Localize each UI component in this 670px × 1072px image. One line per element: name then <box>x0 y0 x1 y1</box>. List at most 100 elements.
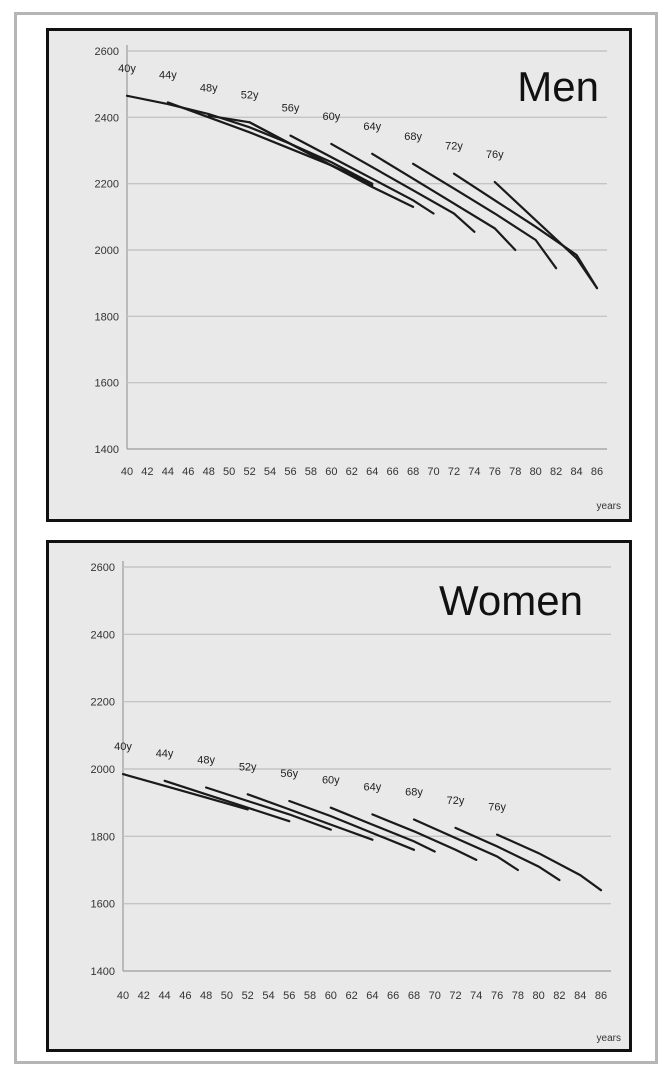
x-tick-label: 60 <box>325 990 337 1002</box>
y-tick-label: 1800 <box>91 831 115 843</box>
x-tick-label: 42 <box>138 990 150 1002</box>
x-tick-label: 48 <box>200 990 212 1002</box>
x-tick-label: 72 <box>448 466 460 478</box>
x-tick-label: 40 <box>121 466 133 478</box>
x-tick-label: 62 <box>345 990 357 1002</box>
x-tick-label: 68 <box>407 466 419 478</box>
x-tick-label: 64 <box>366 466 378 478</box>
x-tick-label: 42 <box>141 466 153 478</box>
series-label-56y: 56y <box>282 103 300 115</box>
y-tick-label: 2200 <box>95 179 119 191</box>
x-tick-label: 68 <box>408 990 420 1002</box>
women-line-chart: 1400 1600 1800 2000 2200 2400 2600 40 42 44 46 48 50… <box>49 543 629 1049</box>
x-tick-label: 70 <box>427 466 439 478</box>
series-label-44y: 44y <box>156 748 174 760</box>
series-label-52y: 52y <box>241 89 259 101</box>
x-axis-label: years <box>597 1033 621 1044</box>
series-label-44y: 44y <box>159 69 177 81</box>
x-tick-label: 76 <box>489 466 501 478</box>
x-tick-label: 44 <box>162 466 174 478</box>
x-tick-label: 80 <box>530 466 542 478</box>
series-line-40y <box>127 96 372 184</box>
x-tick-label: 54 <box>264 466 276 478</box>
series-label-40y: 40y <box>118 63 136 75</box>
x-axis-label: years <box>597 501 621 512</box>
x-tick-label: 86 <box>591 466 603 478</box>
x-tick-label: 66 <box>387 990 399 1002</box>
x-tick-label: 40 <box>117 990 129 1002</box>
men-chart-panel: 1400 1600 1800 2000 2200 2400 2600 40 42 44 46 48 50… <box>46 28 632 522</box>
x-tick-label: 64 <box>366 990 378 1002</box>
x-tick-label: 56 <box>284 466 296 478</box>
x-tick-label: 54 <box>262 990 274 1002</box>
series-label-68y: 68y <box>405 787 423 799</box>
y-tick-label: 1400 <box>91 966 115 978</box>
y-tick-label: 1400 <box>95 444 119 456</box>
y-tick-label: 2000 <box>95 245 119 257</box>
x-tick-label: 58 <box>304 990 316 1002</box>
y-tick-label: 2600 <box>95 46 119 58</box>
x-tick-label: 86 <box>595 990 607 1002</box>
x-tick-label: 58 <box>305 466 317 478</box>
series-line-40y <box>123 774 248 809</box>
x-tick-label: 46 <box>182 466 194 478</box>
x-tick-label: 52 <box>243 466 255 478</box>
x-tick-label: 72 <box>449 990 461 1002</box>
series-line-44y <box>165 781 290 821</box>
x-tick-label: 84 <box>570 466 582 478</box>
x-tick-label: 82 <box>550 466 562 478</box>
series-label-72y: 72y <box>445 141 463 153</box>
y-tick-label: 2000 <box>91 764 115 776</box>
chart-title: Men <box>517 63 599 110</box>
x-tick-label: 74 <box>470 990 482 1002</box>
x-tick-label: 50 <box>221 990 233 1002</box>
series-label-68y: 68y <box>404 131 422 143</box>
x-tick-label: 80 <box>533 990 545 1002</box>
y-tick-label: 2400 <box>91 629 115 641</box>
y-tick-label: 1600 <box>95 378 119 390</box>
y-tick-label: 1600 <box>91 899 115 911</box>
series-label-48y: 48y <box>200 83 218 95</box>
series-label-52y: 52y <box>239 761 257 773</box>
x-tick-label: 50 <box>223 466 235 478</box>
series-label-48y: 48y <box>197 755 215 767</box>
x-tick-label: 76 <box>491 990 503 1002</box>
series-label-76y: 76y <box>488 802 506 814</box>
x-tick-label: 62 <box>346 466 358 478</box>
women-chart-panel: 1400 1600 1800 2000 2200 2400 2600 40 42 44 46 48 50… <box>46 540 632 1052</box>
y-tick-label: 2400 <box>95 112 119 124</box>
y-tick-label: 1800 <box>95 311 119 323</box>
x-tick-label: 60 <box>325 466 337 478</box>
x-tick-label: 78 <box>512 990 524 1002</box>
series-line-68y <box>414 820 518 871</box>
series-label-60y: 60y <box>322 111 340 123</box>
x-tick-label: 46 <box>179 990 191 1002</box>
x-tick-label: 56 <box>283 990 295 1002</box>
series-line-64y <box>372 154 515 250</box>
series-label-64y: 64y <box>363 121 381 133</box>
x-tick-label: 84 <box>574 990 586 1002</box>
series-line-56y <box>291 136 434 214</box>
y-tick-label: 2600 <box>91 562 115 574</box>
series-line-68y <box>413 164 556 268</box>
series-line-64y <box>372 814 476 860</box>
men-line-chart: 1400 1600 1800 2000 2200 2400 2600 40 42 44 46 48 50… <box>49 31 629 519</box>
series-label-60y: 60y <box>322 775 340 787</box>
x-tick-label: 48 <box>203 466 215 478</box>
series-line-76y <box>497 835 601 891</box>
x-tick-label: 74 <box>468 466 480 478</box>
series-line-56y <box>289 801 414 850</box>
series-label-40y: 40y <box>114 741 132 753</box>
series-label-56y: 56y <box>280 768 298 780</box>
series-label-72y: 72y <box>447 795 465 807</box>
x-tick-label: 66 <box>387 466 399 478</box>
x-tick-label: 70 <box>429 990 441 1002</box>
y-tick-label: 2200 <box>91 697 115 709</box>
x-tick-label: 44 <box>158 990 170 1002</box>
series-label-64y: 64y <box>364 781 382 793</box>
series-label-76y: 76y <box>486 149 504 161</box>
x-tick-label: 78 <box>509 466 521 478</box>
series-line-72y <box>454 174 597 288</box>
chart-title: Women <box>439 577 583 624</box>
x-tick-label: 52 <box>242 990 254 1002</box>
